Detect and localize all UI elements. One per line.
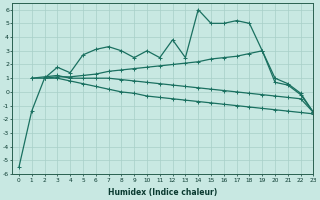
X-axis label: Humidex (Indice chaleur): Humidex (Indice chaleur) xyxy=(108,188,218,197)
